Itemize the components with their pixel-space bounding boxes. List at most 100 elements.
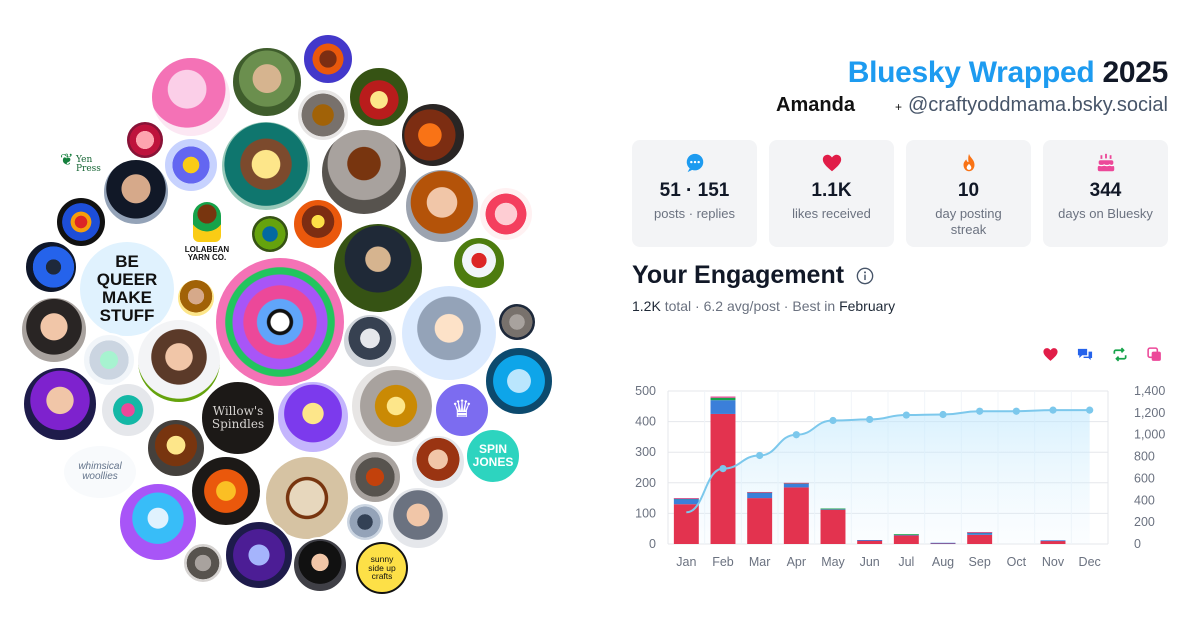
page-title: Bluesky Wrapped 2025: [632, 56, 1169, 90]
line-point: [866, 415, 874, 424]
avatar[interactable]: [410, 434, 466, 490]
avatar[interactable]: [125, 120, 165, 160]
avatar[interactable]: [224, 520, 294, 590]
avatar[interactable]: [348, 66, 410, 128]
line-point: [902, 411, 910, 419]
avatar[interactable]: [102, 158, 170, 226]
engagement-total: 1.2K: [632, 298, 661, 314]
avatar[interactable]: whimsical woollies: [62, 444, 138, 500]
info-icon[interactable]: [856, 267, 874, 285]
avatar[interactable]: [146, 418, 206, 478]
avatar[interactable]: [292, 537, 348, 593]
cake-icon: [1097, 153, 1114, 172]
avatar[interactable]: [22, 366, 98, 442]
x-tick-label: Nov: [1042, 555, 1065, 569]
x-tick-label: Feb: [712, 555, 734, 569]
y2-tick-label: 1,000: [1134, 428, 1165, 442]
brand-title: Bluesky Wrapped: [847, 56, 1095, 89]
avatar[interactable]: SPIN JONES: [465, 428, 521, 484]
stat-value: 51 · 151: [659, 180, 730, 201]
line-point: [792, 431, 800, 439]
bar-segment: [857, 540, 883, 541]
user-handle[interactable]: @craftyoddmama.bsky.social: [907, 94, 1168, 116]
avatar[interactable]: [400, 102, 466, 168]
x-tick-label: Dec: [1079, 555, 1101, 569]
avatar[interactable]: [404, 168, 480, 244]
avatar[interactable]: [136, 318, 222, 404]
avatar[interactable]: [163, 137, 219, 193]
avatar[interactable]: [82, 333, 136, 387]
avatar[interactable]: [100, 382, 156, 438]
bar-segment: [967, 532, 993, 533]
avatar[interactable]: [176, 278, 216, 318]
avatar[interactable]: [182, 542, 224, 584]
heart-icon: [822, 154, 841, 172]
avatar[interactable]: [296, 88, 350, 142]
heart-icon[interactable]: [1042, 346, 1059, 363]
avatar[interactable]: [497, 302, 537, 342]
reply-icon[interactable]: [1076, 346, 1094, 363]
avatar[interactable]: Willow's Spindles: [200, 380, 276, 456]
user-line: Amanda + @craftyoddmama.bsky.social: [632, 94, 1168, 117]
avatar[interactable]: BE QUEER MAKE STUFF: [78, 240, 176, 338]
woollies-label: whimsical woollies: [78, 460, 122, 482]
avatar[interactable]: ♛: [434, 382, 490, 438]
avatar[interactable]: [348, 450, 402, 504]
bar-segment: [967, 534, 993, 544]
avatar[interactable]: [302, 33, 354, 85]
bar-segment: [893, 535, 919, 544]
avatar[interactable]: [292, 198, 344, 250]
x-tick-label: Mar: [749, 555, 771, 569]
stats-row: 51 · 151 posts · replies 1.1K likes rece…: [632, 140, 1168, 247]
avatar[interactable]: [342, 313, 398, 369]
y-tick-label: 300: [635, 445, 656, 459]
chart-legend: [1042, 346, 1163, 363]
x-tick-label: Apr: [787, 555, 806, 569]
avatar[interactable]: [55, 196, 107, 248]
avatar[interactable]: [20, 296, 88, 364]
bar-segment: [783, 487, 809, 544]
line-point: [1012, 407, 1020, 415]
spin-jones-label: SPIN JONES: [472, 442, 514, 469]
engagement-best-month: February: [839, 298, 896, 314]
quote-icon[interactable]: [1146, 346, 1163, 363]
avatar[interactable]: [24, 240, 78, 294]
avatar[interactable]: [400, 284, 498, 382]
avatar[interactable]: [452, 236, 506, 290]
avatar[interactable]: [214, 256, 346, 388]
sunny-label: sunny side up crafts: [368, 553, 396, 582]
bar-segment: [747, 498, 773, 544]
yen-press-logo[interactable]: ❦ Yen Press: [58, 148, 104, 182]
avatar[interactable]: [264, 455, 350, 541]
avatar[interactable]: sunny side up crafts: [356, 542, 408, 594]
bar-segment: [820, 509, 846, 544]
avatar[interactable]: [350, 364, 434, 448]
bar-segment: [1040, 540, 1066, 544]
bar-segment: [710, 397, 736, 401]
avatar[interactable]: [484, 346, 554, 416]
plus-glyph: +: [894, 100, 902, 114]
avatar[interactable]: [345, 502, 385, 542]
avatar[interactable]: [332, 222, 424, 314]
avatar[interactable]: [190, 455, 262, 527]
avatar[interactable]: [478, 186, 534, 242]
avatar[interactable]: [150, 56, 232, 138]
bar-segment: [857, 540, 883, 544]
x-tick-label: Oct: [1007, 555, 1027, 569]
chat-bubble-icon: [686, 153, 703, 173]
repost-icon[interactable]: [1111, 346, 1129, 363]
bar-segment: [673, 504, 699, 544]
avatar[interactable]: [220, 120, 312, 212]
avatar[interactable]: [386, 486, 450, 550]
willows-label: Willow's Spindles: [211, 404, 265, 431]
avatar[interactable]: [118, 482, 198, 562]
lolabean-logo[interactable]: LOLABEAN YARN CO.: [183, 198, 231, 270]
chart-bars: [673, 396, 1066, 544]
engagement-total-word: total: [664, 298, 692, 314]
avatar[interactable]: [276, 380, 350, 454]
avatar[interactable]: [250, 214, 290, 254]
bar-segment: [673, 499, 699, 505]
avatar[interactable]: [320, 128, 408, 216]
stat-label: likes received: [792, 206, 871, 221]
avatar[interactable]: [231, 46, 303, 118]
